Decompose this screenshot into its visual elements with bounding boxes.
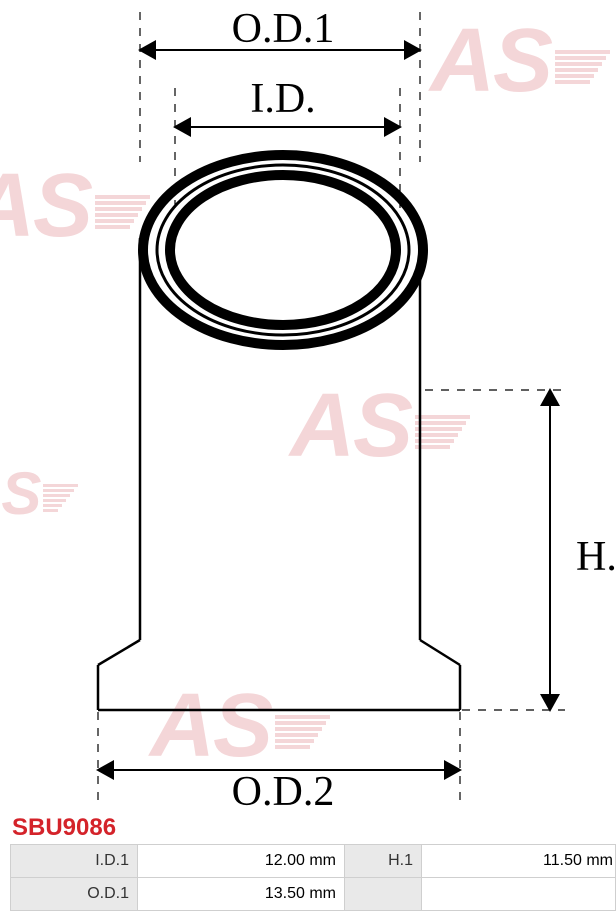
- spec-value: 12.00 mm: [138, 845, 345, 878]
- label-h: H.: [576, 534, 616, 580]
- spec-label: H.1: [345, 845, 422, 878]
- table-row: O.D.1 13.50 mm: [11, 878, 616, 911]
- spec-label: O.D.1: [11, 878, 138, 911]
- spec-table: I.D.1 12.00 mm H.1 11.50 mm O.D.1 13.50 …: [10, 844, 616, 911]
- spec-label: [345, 878, 422, 911]
- technical-diagram: ASASASASAS: [0, 0, 616, 812]
- spec-value: 11.50 mm: [422, 845, 616, 878]
- spec-label: I.D.1: [11, 845, 138, 878]
- bushing-schematic: O.D.1 I.D. O.D.2 H.: [0, 0, 616, 812]
- label-od2: O.D.2: [232, 769, 335, 812]
- label-od1: O.D.1: [232, 6, 335, 52]
- product-code: SBU9086: [12, 814, 616, 842]
- spec-value: 13.50 mm: [138, 878, 345, 911]
- spec-value: [422, 878, 616, 911]
- label-id: I.D.: [250, 76, 315, 122]
- table-row: I.D.1 12.00 mm H.1 11.50 mm: [11, 845, 616, 878]
